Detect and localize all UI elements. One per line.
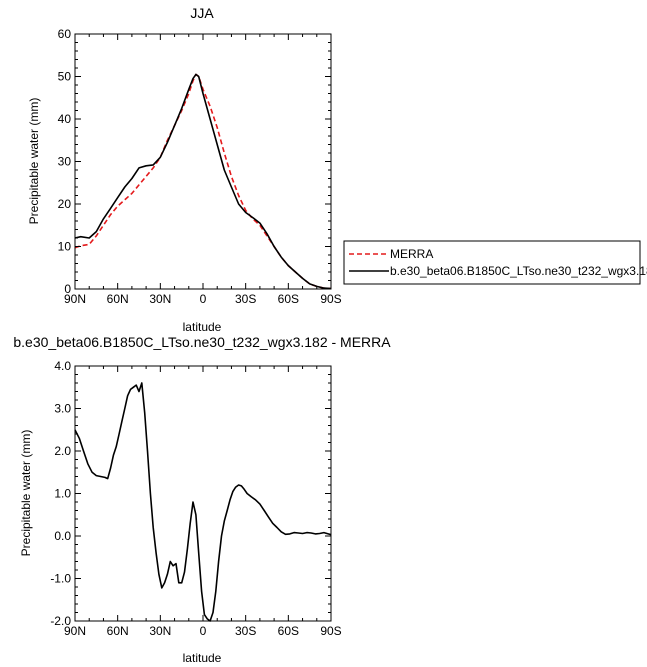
legend-label-merra: MERRA [390, 247, 433, 261]
chart-bottom-y-tick-label: 4.0 [54, 359, 71, 373]
legend: MERRA b.e30_beta06.B1850C_LTso.ne30_t232… [343, 240, 647, 285]
chart-bottom-y-tick-label: -1.0 [50, 572, 71, 586]
chart-top-y-tick-label: 10 [58, 240, 72, 254]
chart-top-y-tick-label: 30 [58, 155, 72, 169]
chart-top-x-tick-label: 30S [235, 292, 256, 306]
chart-bottom-x-tick-label: 60S [278, 624, 299, 638]
chart-bottom-x-tick-label: 90S [320, 624, 341, 638]
chart-bottom-x-tick-label: 30S [235, 624, 256, 638]
chart-top: JJA Precipitable water (mm) latitude 90N… [27, 5, 342, 334]
chart-top-x-tick-label: 0 [200, 292, 207, 306]
chart-top-x-tick-label: 90S [320, 292, 341, 306]
chart-bottom-xlabel: latitude [183, 651, 222, 665]
chart-bottom-y-tick-label: 0.0 [54, 529, 71, 543]
chart-top-y-tick-label: 60 [58, 27, 72, 41]
chart-top-y-tick-label: 40 [58, 112, 72, 126]
chart-bottom-x-tick-label: 0 [200, 624, 207, 638]
chart-top-ylabel: Precipitable water (mm) [27, 98, 41, 225]
chart-bottom-y-tick-label: 1.0 [54, 487, 71, 501]
chart-bottom-y-tick-label: -2.0 [50, 614, 71, 628]
chart-top-x-tick-label: 60N [107, 292, 129, 306]
chart-bottom-x-tick-label: 60N [107, 624, 129, 638]
chart-top-y-tick-label: 50 [58, 70, 72, 84]
chart-top-series-line-0 [74, 73, 332, 290]
chart-bottom-plot-frame [74, 365, 332, 622]
chart-top-y-tick-label: 0 [64, 282, 71, 296]
chart-top-x-tick-label: 30N [149, 292, 171, 306]
chart-top-xlabel: latitude [183, 320, 222, 334]
chart-bottom-y-tick-label: 2.0 [54, 444, 71, 458]
chart-bottom-x-tick-label: 30N [149, 624, 171, 638]
chart-bottom-ylabel: Precipitable water (mm) [19, 430, 33, 557]
chart-bottom-y-tick-label: 3.0 [54, 402, 71, 416]
chart-bottom-x-tick-label: 90N [64, 624, 86, 638]
chart-bottom-title: b.e30_beta06.B1850C_LTso.ne30_t232_wgx3.… [13, 334, 391, 350]
chart-top-plot-frame [74, 33, 332, 290]
chart-top-y-tick-label: 20 [58, 197, 72, 211]
chart-top-x-tick-label: 90N [64, 292, 86, 306]
chart-top-title: JJA [190, 5, 214, 21]
legend-label-model: b.e30_beta06.B1850C_LTso.ne30_t232_wgx3.… [390, 264, 647, 278]
chart-bottom: b.e30_beta06.B1850C_LTso.ne30_t232_wgx3.… [13, 334, 391, 665]
legend-box [343, 240, 641, 285]
chart-top-x-tick-label: 60S [278, 292, 299, 306]
chart-bottom-series-line-0 [74, 382, 332, 622]
chart-top-series-line-1 [74, 73, 332, 290]
